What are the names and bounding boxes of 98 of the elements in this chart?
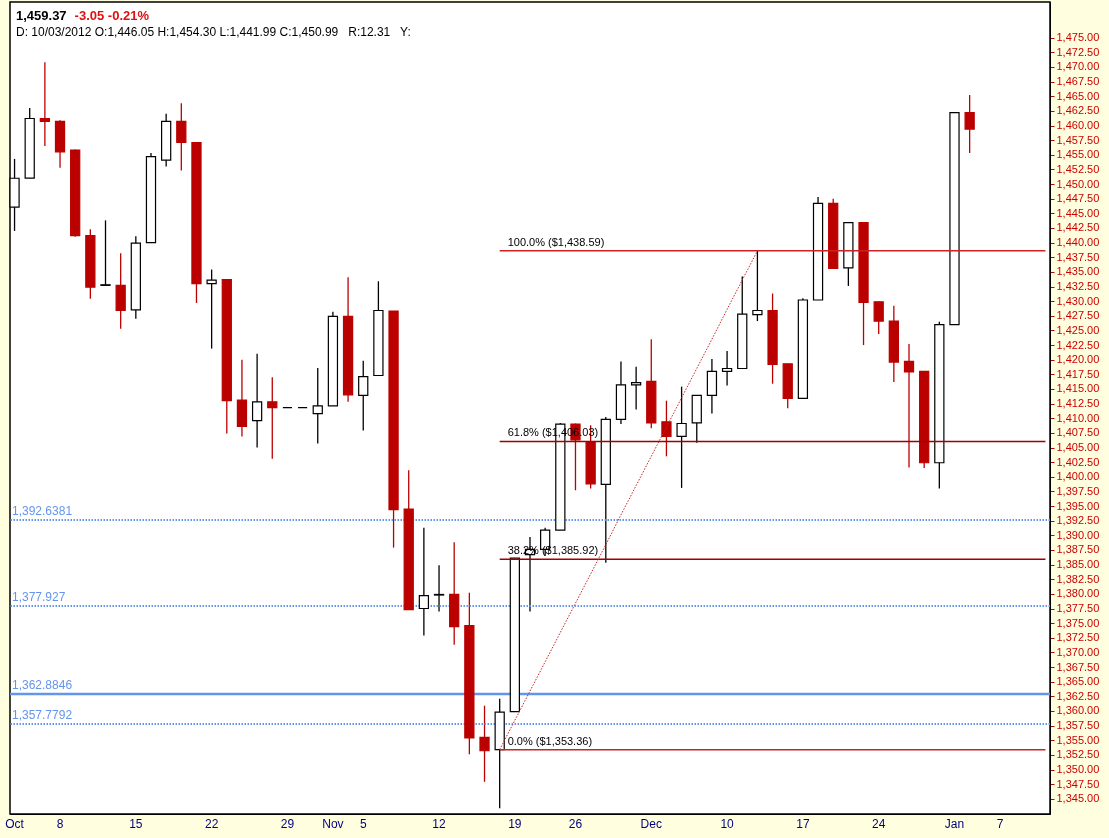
candlestick bbox=[100, 219, 111, 286]
x-tick-label: Nov bbox=[322, 816, 344, 831]
y-tick-label: 1,472.50 bbox=[1056, 45, 1100, 58]
x-tick-label: 26 bbox=[568, 816, 583, 831]
y-tick-label: 1,442.50 bbox=[1056, 221, 1100, 234]
y-tick-label: 1,362.50 bbox=[1056, 689, 1100, 702]
y-tick-label: 1,410.00 bbox=[1056, 411, 1100, 424]
ref-line-label: 1,362.8846 bbox=[12, 678, 73, 693]
y-tick-label: 1,462.50 bbox=[1056, 104, 1100, 117]
candlestick bbox=[433, 564, 445, 613]
text: D: 10/03/2012 O:1,446.05 H:1,454.30 L:1,441.99 C:1,450.99 R:12.31 Y: bbox=[16, 24, 411, 41]
y-tick-label: 1,365.00 bbox=[1056, 675, 1100, 688]
y-tick-label: 1,360.00 bbox=[1056, 704, 1100, 717]
ref-line-label: 1,377.927 bbox=[12, 590, 66, 605]
candlestick bbox=[39, 61, 51, 147]
y-tick-label: 1,415.00 bbox=[1056, 382, 1100, 395]
annotation: -3.05 -0.21% bbox=[74, 8, 150, 23]
x-tick-label: 10 bbox=[720, 816, 735, 831]
x-tick-label: 8 bbox=[56, 816, 64, 831]
candlestick bbox=[873, 301, 884, 335]
ref-line-label: 1,392.6381 bbox=[12, 503, 73, 518]
y-tick-label: 1,367.50 bbox=[1056, 660, 1100, 673]
x-tick-label: Dec bbox=[640, 816, 662, 831]
series-label: 100.0% ($1,438.59) bbox=[507, 235, 605, 248]
y-tick-label: 1,420.00 bbox=[1056, 353, 1100, 366]
y-tick-label: 1,392.50 bbox=[1056, 514, 1100, 527]
y-tick-label: 1,460.00 bbox=[1056, 119, 1100, 132]
candlestick bbox=[479, 705, 490, 783]
y-tick-label: 1,455.00 bbox=[1056, 148, 1100, 161]
y-tick-label: 1,372.50 bbox=[1056, 631, 1100, 644]
y-tick-label: 1,450.00 bbox=[1056, 177, 1100, 190]
y-tick-label: 1,465.00 bbox=[1056, 89, 1100, 102]
y-tick-label: 1,395.00 bbox=[1056, 499, 1100, 512]
candlestick bbox=[676, 385, 687, 489]
y-tick-label: 1,435.00 bbox=[1056, 265, 1100, 278]
x-tick-label: 5 bbox=[359, 816, 367, 831]
candlestick bbox=[721, 350, 733, 387]
y-tick-label: 1,347.50 bbox=[1056, 777, 1100, 790]
x-tick-label: 17 bbox=[796, 816, 810, 831]
y-tick-label: 1,475.00 bbox=[1056, 31, 1100, 44]
y-tick-label: 1,400.00 bbox=[1056, 470, 1100, 483]
y-tick-label: 1,422.50 bbox=[1056, 338, 1100, 351]
candlestick bbox=[267, 376, 278, 460]
y-tick-label: 1,350.00 bbox=[1056, 763, 1100, 776]
series-label: 0.0% ($1,353.36) bbox=[507, 734, 593, 747]
y-tick-label: 1,445.00 bbox=[1056, 206, 1100, 219]
x-tick-label: Oct bbox=[5, 816, 25, 831]
y-tick-label: 1,357.50 bbox=[1056, 719, 1100, 732]
y-tick-label: 1,385.00 bbox=[1056, 558, 1100, 571]
y-tick-label: 1,467.50 bbox=[1056, 75, 1100, 88]
x-tick-label: 12 bbox=[432, 816, 447, 831]
x-tick-label: 24 bbox=[872, 816, 886, 831]
y-tick-label: 1,402.50 bbox=[1056, 455, 1100, 468]
y-tick-label: 1,457.50 bbox=[1056, 133, 1100, 146]
x-tick-label: Jan bbox=[944, 816, 965, 831]
y-tick-label: 1,375.00 bbox=[1056, 616, 1100, 629]
candlestick bbox=[964, 94, 975, 154]
candlestick bbox=[630, 366, 642, 411]
y-tick-label: 1,437.50 bbox=[1056, 250, 1100, 263]
candlestick bbox=[752, 250, 763, 322]
y-tick-label: 1,412.50 bbox=[1056, 397, 1100, 410]
y-tick-label: 1,377.50 bbox=[1056, 602, 1100, 615]
candlestick bbox=[418, 527, 430, 637]
x-tick-label: 19 bbox=[508, 816, 522, 831]
y-tick-label: 1,405.00 bbox=[1056, 441, 1100, 454]
candlestick bbox=[176, 102, 187, 172]
y-tick-label: 1,440.00 bbox=[1056, 236, 1100, 249]
y-tick-label: 1,355.00 bbox=[1056, 733, 1100, 746]
candlestick bbox=[903, 343, 915, 469]
y-tick-label: 1,452.50 bbox=[1056, 162, 1100, 175]
y-tick-label: 1,390.00 bbox=[1056, 528, 1100, 541]
y-tick-label: 1,370.00 bbox=[1056, 645, 1100, 658]
chart-title: 1,459.37 bbox=[16, 8, 67, 23]
y-tick-label: 1,345.00 bbox=[1056, 792, 1100, 805]
candlestick bbox=[358, 360, 369, 432]
y-tick-label: 1,432.50 bbox=[1056, 280, 1100, 293]
y-tick-label: 1,407.50 bbox=[1056, 426, 1100, 439]
x-tick-label: 15 bbox=[129, 816, 143, 831]
y-tick-label: 1,352.50 bbox=[1056, 748, 1100, 761]
y-tick-label: 1,387.50 bbox=[1056, 543, 1100, 556]
y-tick-label: 1,447.50 bbox=[1056, 192, 1100, 205]
y-tick-label: 1,380.00 bbox=[1056, 587, 1100, 600]
y-tick-label: 1,397.50 bbox=[1056, 484, 1100, 497]
x-tick-label: 29 bbox=[280, 816, 295, 831]
x-tick-label: 22 bbox=[204, 816, 219, 831]
candlestick bbox=[706, 358, 718, 415]
y-tick-label: 1,427.50 bbox=[1056, 309, 1100, 322]
y-tick-label: 1,425.00 bbox=[1056, 323, 1100, 336]
ref-line-label: 1,357.7792 bbox=[12, 707, 73, 722]
candlestick bbox=[661, 400, 672, 457]
candlestick bbox=[206, 268, 217, 350]
y-tick-label: 1,470.00 bbox=[1056, 60, 1100, 73]
y-tick-label: 1,382.50 bbox=[1056, 572, 1100, 585]
x-tick-label: 7 bbox=[996, 816, 1004, 831]
y-tick-label: 1,430.00 bbox=[1056, 294, 1100, 307]
candlestick bbox=[251, 353, 263, 449]
y-tick-label: 1,417.50 bbox=[1056, 367, 1100, 380]
candlestick bbox=[312, 367, 323, 445]
